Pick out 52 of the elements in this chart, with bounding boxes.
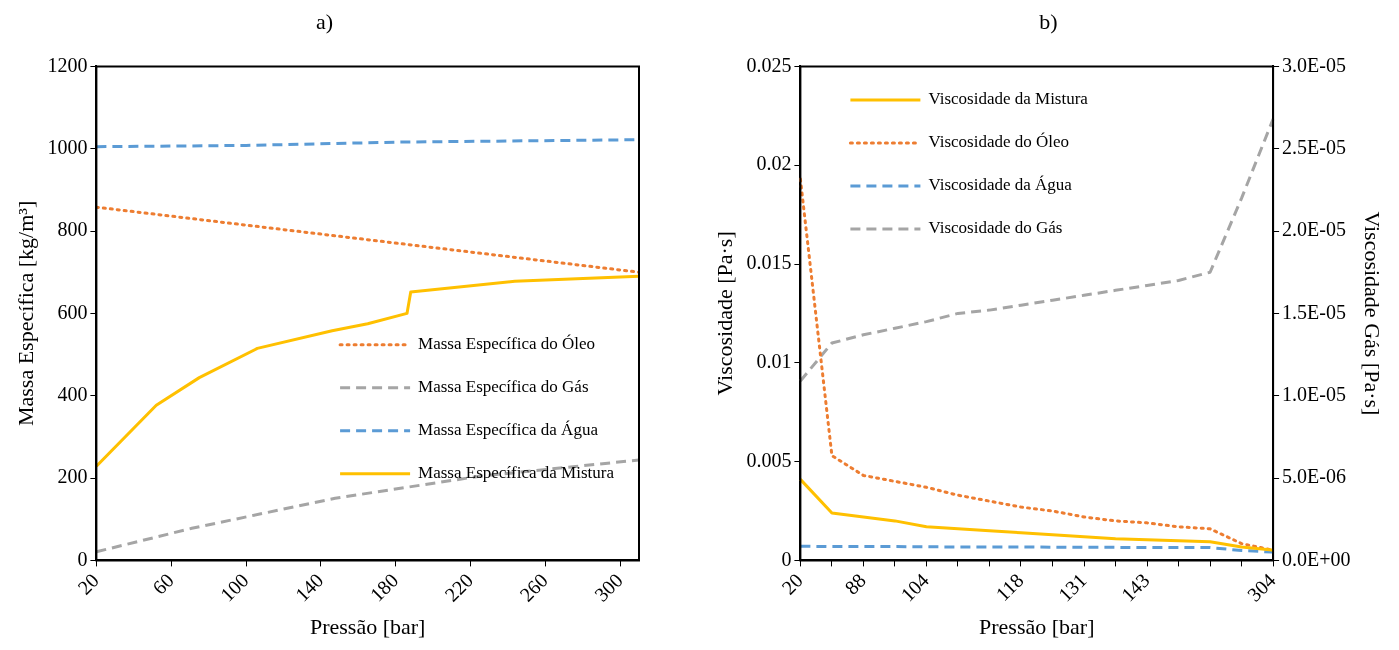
legend-label: Massa Específica da Mistura: [418, 463, 615, 483]
x-tick-label: 88: [840, 568, 870, 599]
y2-tick-label: 1.5E-05: [1282, 300, 1346, 323]
y2-tick-label: 1.0E-05: [1282, 382, 1346, 405]
y-tick-label: 800: [57, 218, 88, 241]
x-tick-label: 304: [1242, 568, 1280, 606]
x-tick-label: 143: [1116, 568, 1154, 606]
x-tick-label: 118: [991, 568, 1028, 606]
x-tick-label: 20: [777, 568, 807, 599]
x-tick-label: 260: [515, 568, 552, 606]
y2-tick-label: 2.0E-05: [1282, 218, 1346, 241]
y-tick-label: 0: [781, 547, 792, 570]
y-axis-title: Massa Específica [kg/m³]: [12, 200, 38, 427]
y2-tick-label: 3.0E-05: [1282, 53, 1346, 76]
y-tick-label: 0.01: [756, 350, 792, 373]
y2-tick-label: 2.5E-05: [1282, 135, 1346, 158]
x-axis-title: Pressão [bar]: [309, 613, 426, 639]
x-tick-label: 131: [1053, 568, 1091, 606]
y-axis-title: Viscosidade [Pa·s]: [711, 231, 737, 396]
legend-label: Viscosidade do Gás: [928, 218, 1063, 238]
y-tick-label: 1000: [47, 135, 88, 158]
x-tick-label: 20: [73, 568, 103, 599]
line-series: [798, 117, 1275, 383]
legend-label: Massa Específica do Óleo: [418, 334, 596, 354]
x-tick-label: 180: [365, 568, 403, 606]
y2-tick-label: 0.0E+00: [1282, 547, 1351, 570]
x-tick-label: 300: [590, 568, 627, 606]
y2-tick-label: 5.0E-06: [1282, 465, 1346, 488]
y-tick-label: 0.02: [756, 152, 792, 175]
x-tick-label: 100: [215, 568, 253, 606]
y-tick-label: 0.005: [746, 448, 792, 471]
x-tick-label: 220: [440, 568, 478, 606]
x-tick-label: 60: [148, 568, 178, 599]
y-tick-label: 400: [57, 382, 88, 405]
y2-axis-title: Viscosidade Gás [Pa·s]: [1360, 211, 1386, 416]
chart-title: a): [315, 8, 334, 34]
legend-label: Massa Específica do Gás: [418, 377, 589, 397]
x-axis-title: Pressão [bar]: [979, 613, 1095, 639]
y-tick-label: 0.025: [746, 53, 792, 76]
legend-label: Viscosidade do Óleo: [928, 132, 1070, 152]
y-tick-label: 1200: [47, 53, 88, 76]
legend-label: Viscosidade da Mistura: [928, 89, 1089, 109]
x-tick-label: 104: [896, 568, 933, 606]
legend-label: Massa Específica da Água: [418, 420, 599, 440]
y-tick-label: 200: [57, 465, 88, 488]
x-tick-label: 140: [290, 568, 328, 606]
y-tick-label: 0: [77, 547, 88, 570]
y-tick-label: 0.015: [746, 251, 792, 274]
legend-label: Viscosidade da Água: [928, 175, 1073, 195]
y-tick-label: 600: [57, 300, 88, 323]
line-series: [96, 458, 639, 554]
chart-title: b): [1039, 8, 1058, 34]
